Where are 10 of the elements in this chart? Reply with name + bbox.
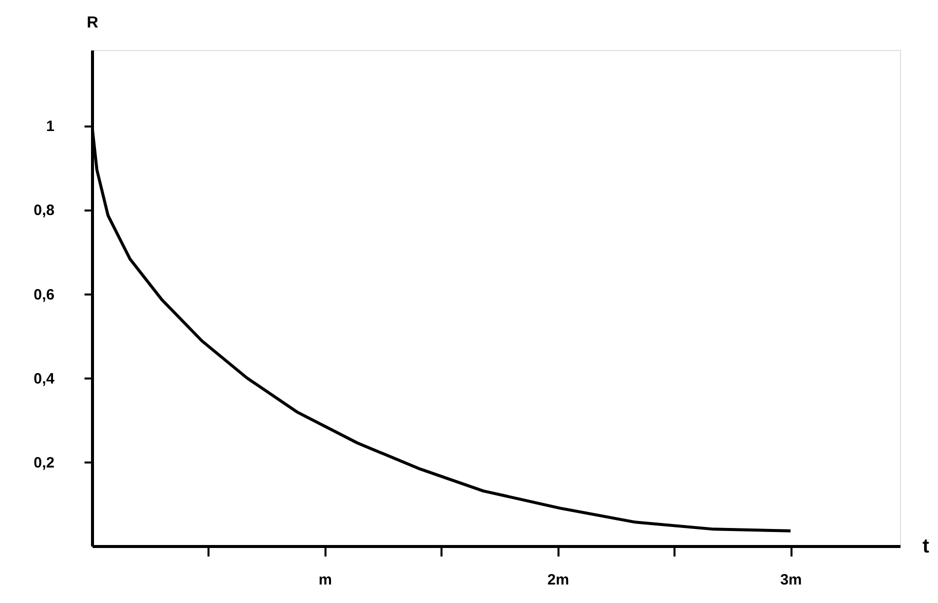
y-tick-label: 0,4 [34,370,56,388]
y-axis-title: R [86,14,99,32]
x-axis-title: t [922,536,930,558]
x-tick-label: 3m [780,572,802,588]
y-tick-label: 0,2 [34,454,54,472]
x-tick-label: m [318,572,332,588]
y-tick-label: 1 [46,118,54,136]
y-tick-label: 0,6 [34,286,54,304]
x-tick-label: 2m [547,572,570,588]
y-tick-label: 0,8 [34,202,54,220]
